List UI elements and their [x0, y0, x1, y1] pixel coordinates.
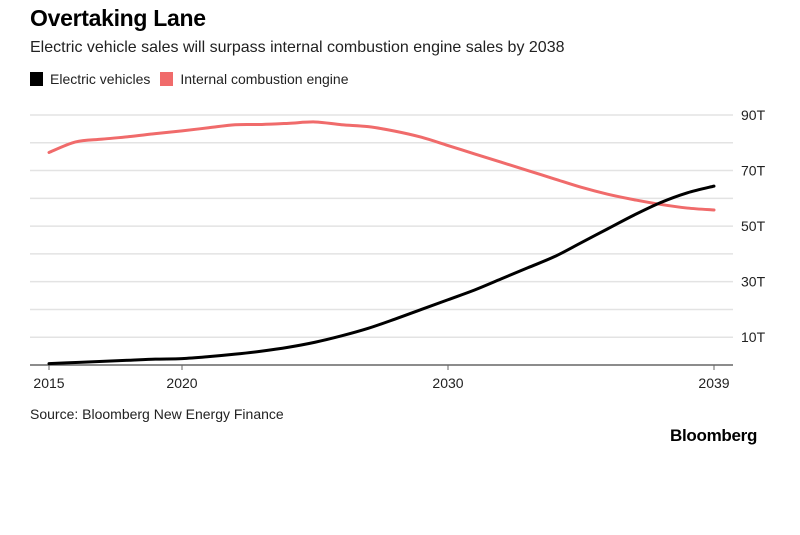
y-axis-ticks: 10T 30T 50T 70T 90T	[741, 107, 766, 345]
legend-label-electric-vehicles: Electric vehicles	[50, 71, 151, 87]
x-tick-label-2015: 2015	[33, 375, 64, 391]
legend-swatch-electric-vehicles	[30, 72, 43, 86]
x-axis: 2015 2020 2030 2039	[30, 364, 733, 391]
gridlines	[30, 114, 733, 338]
x-tick-label-2030: 2030	[432, 375, 463, 391]
y-tick-label-10: 10T	[741, 329, 766, 345]
y-tick-label-30: 30T	[741, 274, 766, 290]
legend-swatch-internal-combustion-engine	[160, 72, 174, 86]
chart-title: Overtaking Lane	[30, 5, 206, 31]
chart-subtitle: Electric vehicle sales will surpass inte…	[30, 39, 565, 56]
series-lines	[47, 120, 716, 366]
x-tick-label-2020: 2020	[166, 375, 197, 391]
y-tick-label-50: 50T	[741, 218, 766, 234]
series-line-internal-combustion-engine	[47, 120, 716, 212]
legend-item-electric-vehicles: Electric vehicles	[30, 71, 150, 87]
y-tick-label-90: 90T	[741, 107, 766, 123]
x-tick-label-2039: 2039	[698, 375, 729, 391]
bloomberg-logo: Bloomberg	[670, 426, 758, 445]
y-tick-label-70: 70T	[741, 163, 766, 179]
legend-item-internal-combustion-engine: Internal combustion engine	[160, 71, 348, 87]
series-line-electric-vehicles	[47, 184, 716, 366]
legend-label-internal-combustion-engine: Internal combustion engine	[180, 71, 349, 87]
source-note: Source: Bloomberg New Energy Finance	[30, 406, 284, 422]
line-chart: 10T 30T 50T 70T 90T 2015 2020 2030 2039	[30, 107, 766, 391]
legend: Electric vehicles Internal combustion en…	[30, 71, 358, 87]
